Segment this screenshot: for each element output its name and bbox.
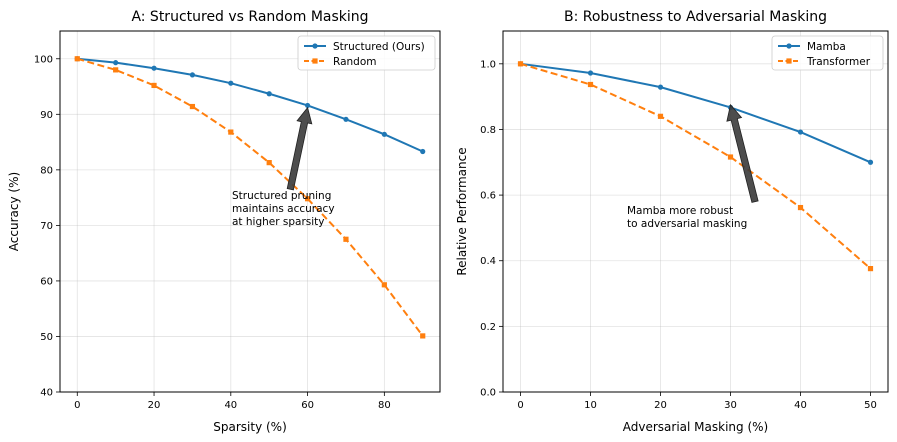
data-point <box>797 129 804 135</box>
annotation-text: Mamba more robust to adversarial masking <box>627 205 747 230</box>
data-point <box>657 113 664 119</box>
y-tick-label: 70 <box>40 221 53 232</box>
annotation-line: maintains accuracy <box>232 203 335 215</box>
y-tick-label: 90 <box>40 110 53 121</box>
series-line-mamba <box>520 62 871 164</box>
data-point <box>797 204 804 211</box>
y-tick-label: 0.2 <box>480 322 496 333</box>
series-line-transformer <box>520 62 872 270</box>
legend-marker <box>786 43 792 49</box>
data-point <box>266 160 272 166</box>
data-point <box>420 333 426 339</box>
legend-box <box>771 35 884 71</box>
y-tick-label: 0.0 <box>480 388 496 399</box>
x-tick-label: 10 <box>584 400 597 411</box>
x-tick-label: 30 <box>724 400 737 411</box>
legend-label: Structured (Ours) <box>333 41 425 53</box>
y-axis-label: Relative Performance <box>455 147 469 275</box>
data-point <box>420 148 426 155</box>
data-point <box>304 102 311 109</box>
x-tick-label: 40 <box>224 400 237 411</box>
annotation-line: at higher sparsity <box>232 216 325 228</box>
x-tick-label: 60 <box>301 400 314 411</box>
data-point <box>587 70 594 76</box>
chart-title: B: Robustness to Adversarial Masking <box>564 9 827 25</box>
x-tick-label: 50 <box>864 400 877 411</box>
data-point <box>74 56 80 62</box>
data-point <box>228 129 234 135</box>
x-tick-label: 20 <box>654 400 667 411</box>
data-point <box>343 116 349 122</box>
legend-label: Transformer <box>806 56 871 68</box>
legend-marker <box>312 58 318 64</box>
annotation-line: to adversarial masking <box>627 218 747 230</box>
plot-frame <box>502 30 889 393</box>
legend-marker <box>786 58 792 64</box>
data-point <box>151 65 157 71</box>
x-tick-label: 40 <box>794 400 807 411</box>
series-line-structured-ours <box>77 57 424 153</box>
legend-marker <box>312 43 318 49</box>
y-axis-label: Accuracy (%) <box>7 172 21 251</box>
data-point <box>151 82 157 89</box>
data-point <box>587 81 594 88</box>
chart-title: A: Structured vs Random Masking <box>131 9 368 25</box>
x-axis-label: Adversarial Masking (%) <box>623 420 768 434</box>
chart-panel-b: 0 10 20 30 40 50 0.0 0.2 0.4 0.6 0.8 1.0 Mamba more … <box>455 9 889 434</box>
y-tick-label: 50 <box>40 332 53 343</box>
x-tick-label: 20 <box>148 400 161 411</box>
legend-box <box>297 35 436 71</box>
data-point <box>517 61 524 67</box>
data-point <box>343 236 349 242</box>
y-tick-label: 80 <box>40 165 53 176</box>
data-point <box>867 159 874 165</box>
data-point <box>304 196 311 202</box>
y-tick-label: 60 <box>40 276 53 287</box>
data-point <box>657 84 664 90</box>
data-point <box>113 60 119 66</box>
legend-label: Mamba <box>807 41 846 53</box>
annotation-arrow <box>726 103 759 203</box>
plot-frame <box>59 30 441 393</box>
y-tick-label: 0.8 <box>480 125 496 136</box>
annotation-line: Mamba more robust <box>627 205 733 217</box>
y-tick-label: 1.0 <box>480 59 496 70</box>
data-point <box>189 72 196 78</box>
data-point <box>381 131 387 137</box>
series-line-random <box>76 57 424 337</box>
legend-label: Random <box>333 56 376 68</box>
y-tick-label: 0.6 <box>480 191 496 202</box>
x-axis-label: Sparsity (%) <box>213 420 287 434</box>
data-point <box>189 103 196 110</box>
data-point <box>381 282 387 288</box>
y-tick-label: 0.4 <box>480 256 496 267</box>
data-point <box>228 80 234 86</box>
data-point <box>266 91 272 97</box>
annotation-arrow <box>286 106 313 191</box>
legend: Structured (Ours) Random <box>297 35 436 71</box>
data-point <box>727 154 734 160</box>
legend: Mamba Transformer <box>771 35 884 71</box>
data-point <box>867 266 874 272</box>
data-point <box>113 67 119 73</box>
y-tick-label: 100 <box>34 54 53 65</box>
y-tick-label: 40 <box>40 388 53 399</box>
x-tick-label: 80 <box>378 400 391 411</box>
annotation-text: Structured pruning maintains accuracy at h… <box>232 190 335 228</box>
annotation-line: Structured pruning <box>232 190 331 202</box>
x-tick-label: 0 <box>517 400 523 411</box>
chart-panel-a: 0 20 40 60 80 40 50 60 70 80 90 100 Structured pruni… <box>7 9 441 434</box>
x-tick-label: 0 <box>74 400 80 411</box>
